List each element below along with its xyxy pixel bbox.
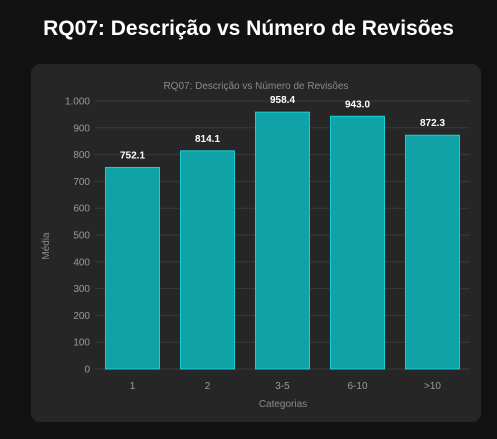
x-tick-label: 1 [130,381,136,392]
x-tick-label: 6-10 [347,381,367,392]
y-tick-label: 600 [73,204,90,215]
x-axis-label: Categorias [259,399,307,410]
bar [105,166,160,370]
x-tick-label: >10 [424,381,441,392]
y-tick-label: 700 [73,177,90,188]
bar [255,111,310,370]
x-tick-label: 2 [205,381,211,392]
data-label: 872.3 [420,118,445,129]
x-tick-label: 3-5 [275,381,290,392]
chart-card: RQ07: Descrição vs Número de Revisões 0 1… [31,64,481,422]
bar [330,115,385,370]
data-label: 943.0 [345,99,370,110]
y-tick-label: 800 [73,150,90,161]
y-tick-label: 500 [73,231,90,242]
y-tick-label: 100 [73,338,90,349]
y-tick-label: 300 [73,284,90,295]
page-title: RQ07: Descrição vs Número de Revisões [43,17,454,40]
bar [180,150,235,370]
data-label: 752.1 [120,150,145,161]
bar-chart: RQ07: Descrição vs Número de Revisões 0 1… [41,81,470,410]
x-axis-ticks: 1 2 3-5 6-10 >10 [130,381,442,392]
y-tick-label: 400 [73,257,90,268]
value-labels: 752.1 814.1 958.4 943.0 872.3 [120,95,445,161]
chart-title: RQ07: Descrição vs Número de Revisões [163,81,348,92]
y-axis-label: Média [41,232,52,260]
y-tick-label: 200 [73,311,90,322]
y-tick-label: 1.000 [65,97,90,108]
y-axis-ticks: 0 100 200 300 400 500 600 700 800 900 1.000 [65,97,90,376]
y-tick-label: 900 [73,123,90,134]
data-label: 958.4 [270,95,295,106]
bars [105,111,460,370]
y-tick-label: 0 [84,365,90,376]
data-label: 814.1 [195,134,220,145]
bar [405,134,460,370]
